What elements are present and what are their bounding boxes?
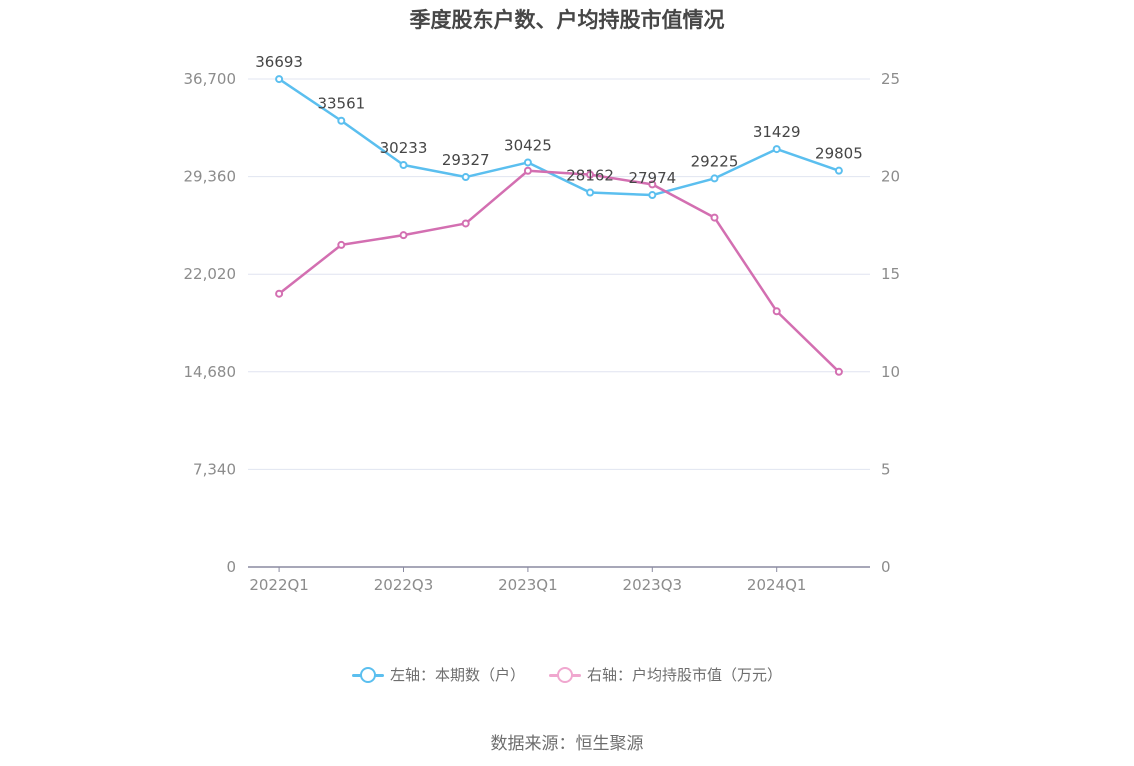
data-point-left <box>337 116 346 125</box>
chart-title: 季度股东户数、户均持股市值情况 <box>409 8 725 32</box>
data-label: 28162 <box>566 167 614 185</box>
legend-swatch-icon <box>351 666 384 684</box>
data-label: 29805 <box>815 145 863 163</box>
legend-swatch-icon <box>549 666 581 684</box>
data-point-left <box>399 160 408 169</box>
data-source: 数据来源：恒生聚源 <box>490 734 644 754</box>
y-left-tick-label: 7,340 <box>193 460 236 478</box>
data-point-left <box>275 75 284 84</box>
y-left-tick-label: 36,700 <box>184 70 237 88</box>
y-right-tick-label: 10 <box>881 363 900 381</box>
y-left-tick-label: 22,020 <box>184 265 237 283</box>
data-labels: 36693 33561 30233 29327 30425 28162 27974 29225… <box>255 53 863 187</box>
y-left-tick-label: 0 <box>226 558 236 576</box>
legend-label: 左轴：本期数（户） <box>389 666 525 684</box>
data-label: 33561 <box>317 95 365 113</box>
y-left-tick-label: 14,680 <box>184 363 237 381</box>
y-right-tick-label: 15 <box>881 265 900 283</box>
data-label: 29225 <box>691 152 739 170</box>
data-label: 30425 <box>504 136 552 154</box>
data-point-left <box>772 145 781 154</box>
data-point-right <box>710 213 719 222</box>
y-right-tick-label: 5 <box>881 460 891 478</box>
data-point-right <box>586 170 595 179</box>
data-point-right <box>772 307 781 316</box>
x-tick-label: 2022Q3 <box>374 576 434 594</box>
data-point-left <box>648 191 657 200</box>
data-point-left <box>586 188 595 197</box>
series-line-right <box>278 169 840 373</box>
data-point-right <box>523 166 532 175</box>
legend-item-right-axis[interactable]: 右轴：户均持股市值（万元） <box>549 664 782 685</box>
x-tick-label: 2024Q1 <box>747 576 807 594</box>
y-right-tick-label: 25 <box>881 70 900 88</box>
series-line-left <box>278 78 840 197</box>
axes: 0 0 7,340 5 14,680 10 22,020 15 29,360 20 36,700 25… <box>184 70 901 594</box>
y-right-tick-label: 0 <box>881 558 891 576</box>
data-label: 27974 <box>628 169 676 187</box>
data-point-right <box>399 231 408 240</box>
legend-item-left-axis[interactable]: 左轴：本期数（户） <box>351 664 525 685</box>
series <box>275 75 843 376</box>
y-left-tick-label: 29,360 <box>184 168 237 186</box>
data-point-right <box>337 240 346 249</box>
data-label: 30233 <box>380 139 428 157</box>
data-label: 31429 <box>753 123 801 141</box>
data-point-right <box>834 367 843 376</box>
x-tick-label: 2023Q3 <box>623 576 683 594</box>
data-point-left <box>523 158 532 167</box>
data-label: 36693 <box>255 53 303 71</box>
data-point-left <box>461 173 470 182</box>
data-point-left <box>834 166 843 175</box>
y-right-tick-label: 20 <box>881 168 900 186</box>
data-point-right <box>648 180 657 189</box>
data-point-right <box>461 219 470 228</box>
legend-label: 右轴：户均持股市值（万元） <box>587 666 783 684</box>
data-label: 29327 <box>442 151 490 169</box>
x-tick-label: 2023Q1 <box>498 576 558 594</box>
legend: 左轴：本期数（户） 右轴：户均持股市值（万元） <box>0 664 1134 685</box>
x-tick-label: 2022Q1 <box>249 576 309 594</box>
data-point-right <box>275 289 284 298</box>
data-point-left <box>710 174 719 183</box>
